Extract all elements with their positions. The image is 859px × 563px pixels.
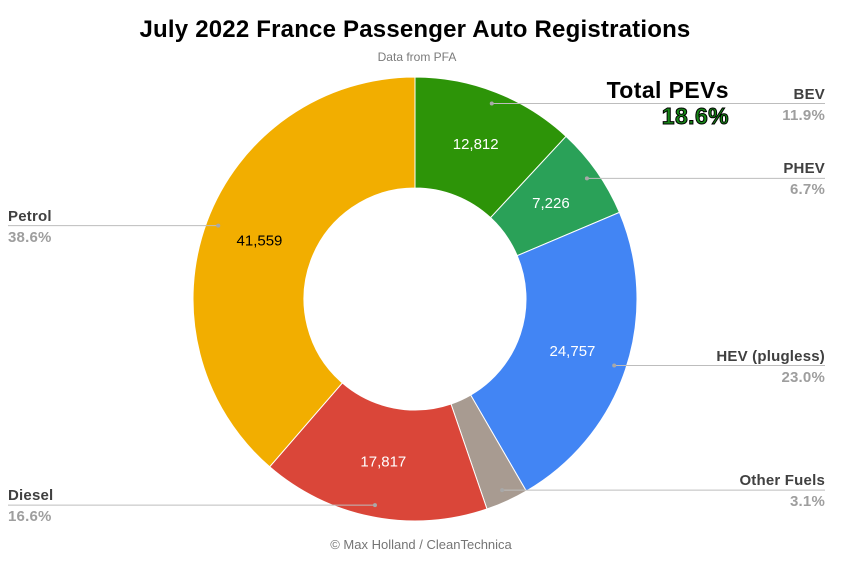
chart-title: July 2022 France Passenger Auto Registra… <box>139 16 691 43</box>
leader-dot-bev <box>489 101 494 106</box>
total-pevs-annotation: Total PEVs 18.6% <box>606 77 730 130</box>
category-name: PHEV <box>783 160 825 178</box>
chart-subtitle: Data from PFA <box>377 50 457 64</box>
category-percent: 23.0% <box>781 368 825 386</box>
leader-dot-other-fuels <box>500 488 505 493</box>
category-name: Diesel <box>8 487 54 505</box>
value-label-petrol: 41,559 <box>237 233 283 250</box>
slice-diesel[interactable] <box>268 382 488 522</box>
leader-dot-diesel <box>372 503 377 508</box>
leader-dot-phev <box>584 176 589 181</box>
footer-credit: © Max Holland / CleanTechnica <box>330 537 512 552</box>
total-pevs-label: Total PEVs <box>606 77 729 103</box>
value-label-diesel: 17,817 <box>360 453 406 470</box>
category-percent: 3.1% <box>790 493 825 511</box>
slice-hev-plugless[interactable] <box>469 211 638 492</box>
value-label-hev-plugless: 24,757 <box>550 343 596 360</box>
category-name: BEV <box>793 85 825 103</box>
category-label-phev: PHEV 6.7% <box>783 161 825 198</box>
category-percent: 38.6% <box>8 228 52 246</box>
category-label-petrol: Petrol 38.6% <box>8 207 52 246</box>
leader-dot-petrol <box>216 223 221 228</box>
category-label-diesel: Diesel 16.6% <box>8 488 53 525</box>
category-percent: 16.6% <box>8 508 52 526</box>
slice-petrol[interactable] <box>192 76 416 468</box>
category-name: Petrol <box>8 207 52 225</box>
category-label-bev: BEV 11.9% <box>782 85 825 124</box>
value-label-phev: 7,226 <box>532 195 570 212</box>
category-name: HEV (plugless) <box>716 347 825 365</box>
category-percent: 6.7% <box>790 181 825 199</box>
category-label-hev-plugless: HEV (plugless) 23.0% <box>716 347 825 386</box>
category-label-other-fuels: Other Fuels 3.1% <box>739 473 825 510</box>
leader-dot-hev-plugless <box>612 363 617 368</box>
value-label-bev: 12,812 <box>453 136 499 153</box>
total-pevs-value: 18.6% <box>661 103 729 130</box>
category-percent: 11.9% <box>782 106 825 124</box>
category-name: Other Fuels <box>739 472 825 490</box>
